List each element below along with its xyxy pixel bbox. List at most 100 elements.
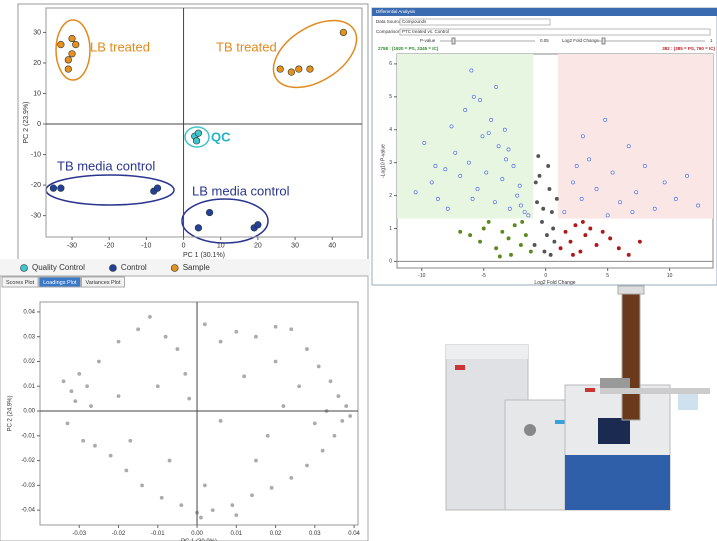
data-point xyxy=(609,237,612,240)
y-tick-label: 0.00 xyxy=(23,409,35,415)
data-point xyxy=(65,66,72,73)
data-point xyxy=(495,85,498,88)
data-point xyxy=(219,419,223,423)
data-point xyxy=(498,255,501,258)
y-tick-label: 10 xyxy=(33,90,41,97)
x-tick-label: 0 xyxy=(182,243,186,250)
data-point xyxy=(540,220,543,223)
data-point xyxy=(535,201,538,204)
y-tick-label: 30 xyxy=(33,29,41,36)
annotation: TB media control xyxy=(57,158,155,173)
annotation: TB treated xyxy=(216,39,277,54)
data-point xyxy=(124,469,128,473)
data-point xyxy=(81,439,85,443)
data-point xyxy=(581,220,584,223)
loadings-panel xyxy=(0,276,368,541)
data-point xyxy=(548,187,551,190)
data-point xyxy=(553,240,556,243)
data-point xyxy=(148,315,152,319)
data-point xyxy=(195,130,202,137)
data-point xyxy=(471,197,474,200)
data-point xyxy=(344,404,348,408)
x-tick-label: 0.00 xyxy=(191,531,203,537)
data-point xyxy=(58,185,65,192)
data-point xyxy=(274,325,278,329)
data-point xyxy=(446,207,449,210)
data-point xyxy=(183,372,187,376)
control-label: Log2 Fold Change xyxy=(562,38,600,43)
data-point xyxy=(606,214,609,217)
y-tick-label: 20 xyxy=(33,60,41,67)
data-point xyxy=(555,197,558,200)
data-point xyxy=(627,253,630,256)
data-point xyxy=(289,327,293,331)
y-tick-label: 0.04 xyxy=(23,309,35,315)
data-point xyxy=(527,214,530,217)
data-point xyxy=(254,459,258,463)
data-point xyxy=(85,384,89,388)
data-point xyxy=(507,237,510,240)
data-point xyxy=(663,181,666,184)
data-point xyxy=(77,372,81,376)
y-tick-label: 4 xyxy=(389,127,392,133)
data-point xyxy=(547,164,550,167)
data-point xyxy=(697,204,700,207)
data-point xyxy=(635,191,638,194)
data-point xyxy=(476,187,479,190)
legend-label: Quality Control xyxy=(32,263,85,272)
x-tick-label: -30 xyxy=(67,243,77,250)
data-point xyxy=(62,379,66,383)
slider-thumb[interactable] xyxy=(602,38,605,44)
data-point xyxy=(524,233,527,236)
data-point xyxy=(93,444,97,448)
x-tick-label: -0.01 xyxy=(151,531,165,537)
annotation: LB media control xyxy=(192,183,290,198)
data-point xyxy=(564,230,567,233)
data-point xyxy=(569,240,572,243)
data-point xyxy=(478,98,481,101)
data-point xyxy=(305,347,309,351)
data-point xyxy=(454,151,457,154)
data-point xyxy=(516,194,519,197)
data-point xyxy=(211,508,215,512)
data-point xyxy=(160,496,164,500)
data-point xyxy=(333,434,337,438)
down-region xyxy=(397,54,533,219)
data-point xyxy=(549,253,552,256)
data-point xyxy=(464,108,467,111)
panel-title: Differential Analysis xyxy=(376,9,416,14)
y-tick-label: -30 xyxy=(31,212,41,219)
data-point xyxy=(317,365,321,369)
data-point xyxy=(325,409,329,413)
data-point xyxy=(617,247,620,250)
data-point xyxy=(537,154,540,157)
data-point xyxy=(534,181,537,184)
data-point xyxy=(414,191,417,194)
data-point xyxy=(255,221,262,228)
down-count: 2758 : (1920 = PS, 3345 = IC) xyxy=(378,46,439,51)
data-point xyxy=(559,247,562,250)
slider-thumb[interactable] xyxy=(452,38,455,44)
data-point xyxy=(552,227,555,230)
y-tick-label: 2 xyxy=(389,193,392,199)
data-point xyxy=(434,164,437,167)
data-point xyxy=(627,145,630,148)
y-axis-label: PC 2 (23.9%) xyxy=(23,101,30,143)
data-point xyxy=(230,503,234,507)
data-point xyxy=(50,185,57,192)
data-point xyxy=(469,233,472,236)
x-tick-label: -0.02 xyxy=(112,531,126,537)
data-point xyxy=(282,404,286,408)
data-point xyxy=(289,476,293,480)
data-point xyxy=(329,379,333,383)
data-point xyxy=(595,243,598,246)
data-point xyxy=(467,161,470,164)
data-point xyxy=(117,340,121,344)
data-point xyxy=(574,224,577,227)
data-point xyxy=(523,210,526,213)
x-axis-label: Log2 Fold Change xyxy=(534,280,575,286)
data-point xyxy=(313,422,317,426)
tab-label: Scores Plot xyxy=(6,280,35,286)
x-tick-label: 5 xyxy=(606,273,609,279)
data-point xyxy=(305,464,309,468)
